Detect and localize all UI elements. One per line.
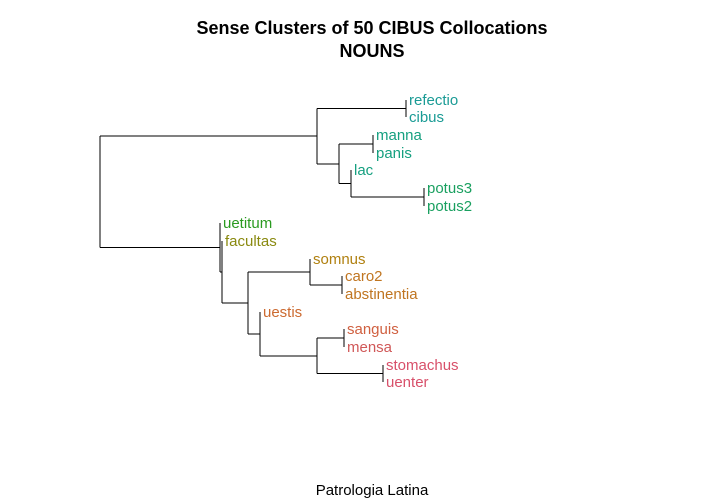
leaf-label-manna: manna [376,127,423,144]
leaf-label-abstinentia: abstinentia [345,286,418,303]
leaf-label-facultas: facultas [225,233,277,250]
figure-subtitle: NOUNS [339,41,404,61]
dendrogram-branches [99,100,425,382]
leaf-label-lac: lac [354,162,374,179]
leaf-label-somnus: somnus [313,251,366,268]
leaf-label-refectio: refectio [409,92,458,109]
leaf-label-mensa: mensa [347,339,393,356]
figure-title: Sense Clusters of 50 CIBUS Collocations [196,18,547,38]
leaf-label-cibus: cibus [409,109,444,126]
leaf-label-uetitum: uetitum [223,215,272,232]
leaf-label-potus3: potus3 [427,180,472,197]
figure-caption: Patrologia Latina [316,482,429,499]
leaf-label-potus2: potus2 [427,198,472,215]
leaf-label-sanguis: sanguis [347,321,399,338]
leaf-label-uenter: uenter [386,374,429,391]
leaf-label-panis: panis [376,145,412,162]
leaf-label-caro2: caro2 [345,268,383,285]
leaf-label-stomachus: stomachus [386,357,459,374]
leaf-label-uestis: uestis [263,304,302,321]
